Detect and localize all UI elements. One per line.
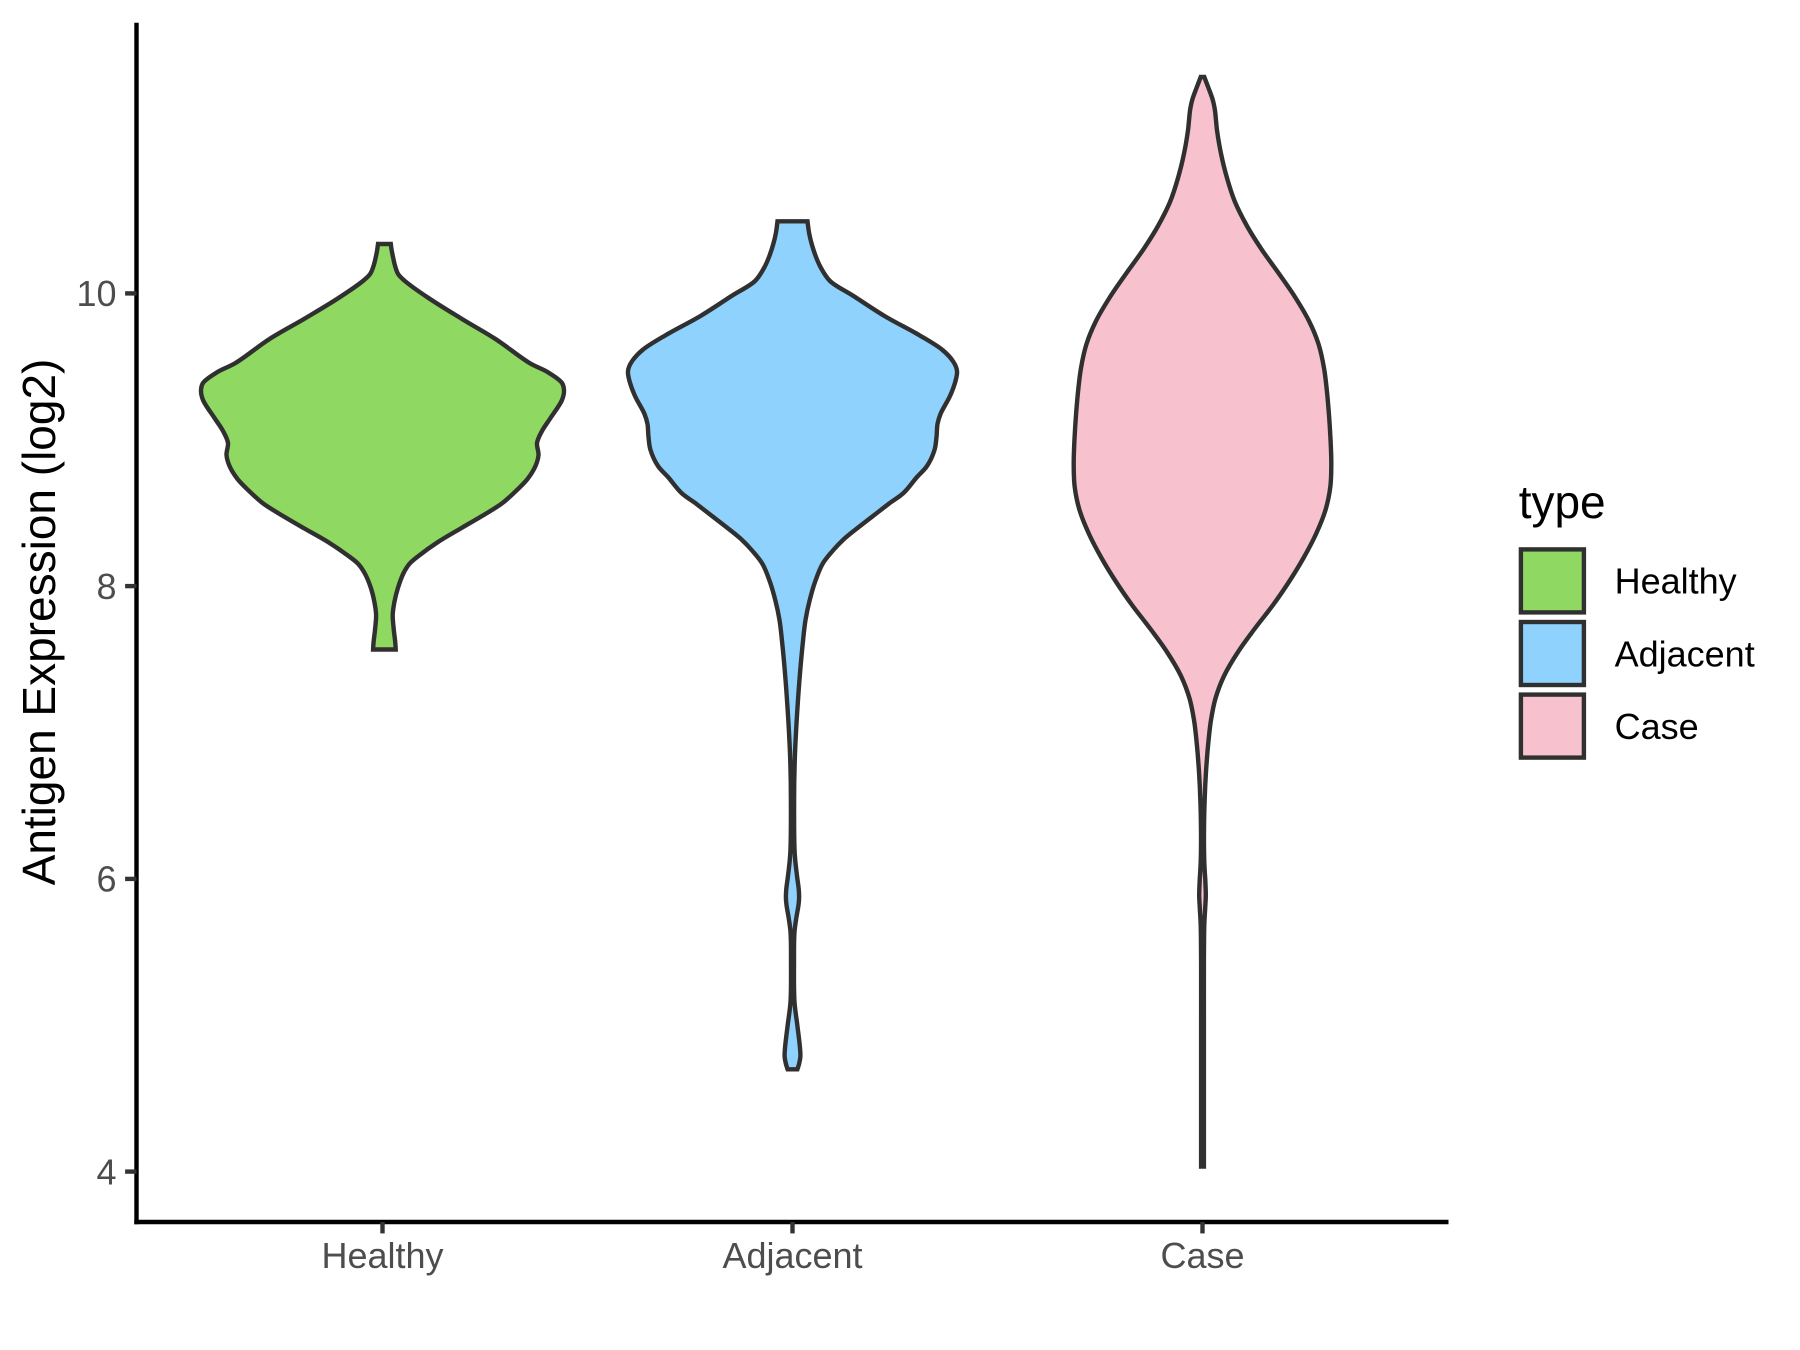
- svg-text:4: 4: [96, 1151, 116, 1192]
- svg-text:8: 8: [96, 566, 116, 607]
- svg-text:10: 10: [76, 273, 116, 314]
- svg-text:Healthy: Healthy: [321, 1235, 443, 1276]
- svg-text:Adjacent: Adjacent: [722, 1235, 862, 1276]
- svg-text:Healthy: Healthy: [1615, 561, 1737, 602]
- svg-text:Adjacent: Adjacent: [1615, 633, 1755, 674]
- svg-text:Case: Case: [1615, 706, 1699, 747]
- svg-text:type: type: [1519, 476, 1606, 528]
- svg-text:Case: Case: [1160, 1235, 1244, 1276]
- svg-text:Antigen Expression (log2): Antigen Expression (log2): [13, 359, 65, 886]
- svg-text:6: 6: [96, 859, 116, 900]
